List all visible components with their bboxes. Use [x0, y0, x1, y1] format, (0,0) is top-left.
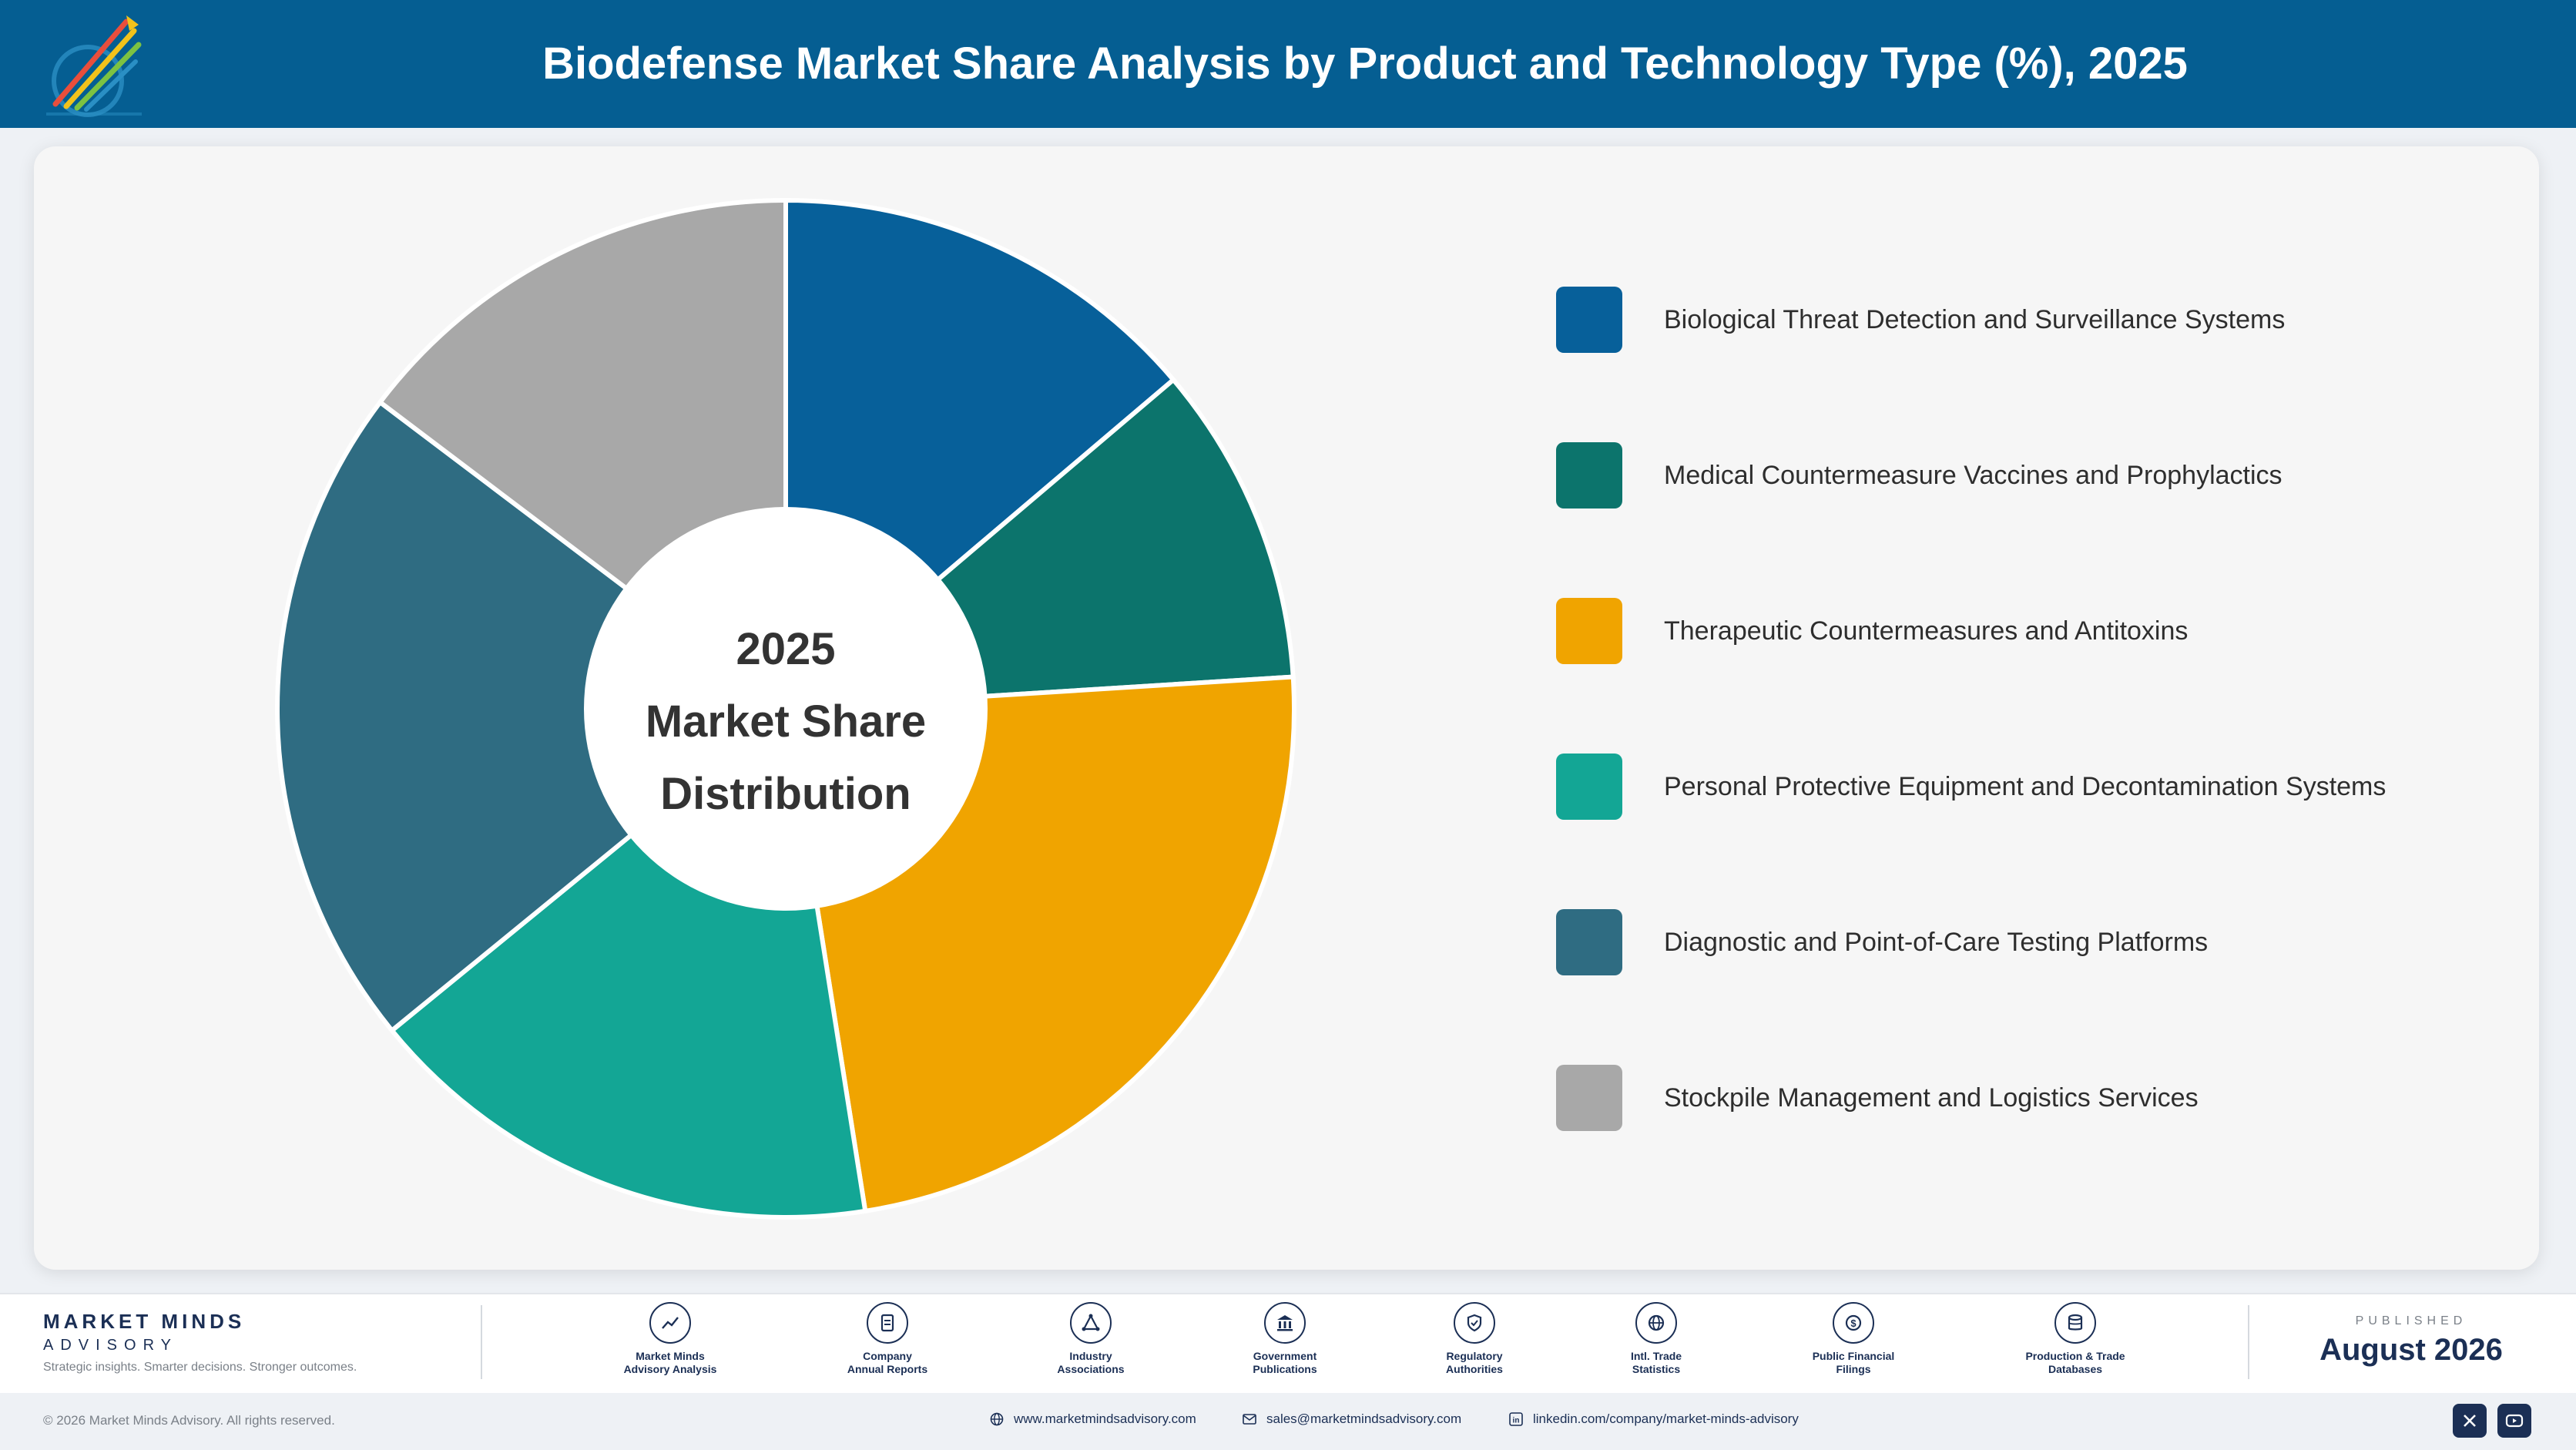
legend-label: Therapeutic Countermeasures and Antitoxi…: [1664, 616, 2189, 646]
email-link[interactable]: sales@marketmindsadvisory.com: [1242, 1411, 1461, 1427]
svg-text:$: $: [1850, 1317, 1857, 1329]
legend-item[interactable]: Medical Countermeasure Vaccines and Prop…: [1556, 442, 2480, 510]
x-social-button[interactable]: [2453, 1404, 2487, 1438]
source-label: Statistics: [1632, 1363, 1681, 1375]
published-block: PUBLISHED August 2026: [2257, 1314, 2565, 1368]
source-financial-filings[interactable]: $ Public Financial Filings: [1769, 1302, 1938, 1376]
source-annual-reports[interactable]: Company Annual Reports: [803, 1302, 972, 1376]
legend-swatch: [1556, 754, 1622, 820]
source-label: Databases: [2048, 1363, 2103, 1375]
legend-item[interactable]: Personal Protective Equipment and Decont…: [1556, 754, 2480, 821]
footer-divider: [2248, 1305, 2249, 1379]
source-government-publications[interactable]: Government Publications: [1200, 1302, 1370, 1376]
brand-tagline: Strategic insights. Smarter decisions. S…: [43, 1361, 357, 1374]
source-label: Production & Trade: [2025, 1350, 2125, 1362]
footer-contact-bar: [0, 1393, 2576, 1450]
source-label: Annual Reports: [847, 1363, 928, 1375]
header-bar: Biodefense Market Share Analysis by Prod…: [0, 0, 2576, 128]
source-label: Company: [863, 1350, 912, 1362]
source-label: Authorities: [1446, 1363, 1503, 1375]
legend-swatch: [1556, 909, 1622, 975]
legend-item[interactable]: Diagnostic and Point-of-Care Testing Pla…: [1556, 909, 2480, 977]
brand-name: MARKET MINDS: [43, 1310, 246, 1333]
website-text: www.marketmindsadvisory.com: [1014, 1411, 1196, 1426]
linkedin-link[interactable]: in linkedin.com/company/market-minds-adv…: [1508, 1411, 1799, 1427]
source-label: Government: [1253, 1350, 1317, 1362]
database-icon: [2054, 1302, 2096, 1344]
source-trade-databases[interactable]: Production & Trade Databases: [1991, 1302, 2160, 1376]
source-trade-statistics[interactable]: Intl. Trade Statistics: [1571, 1302, 1741, 1376]
legend-label: Diagnostic and Point-of-Care Testing Pla…: [1664, 928, 2209, 957]
source-label: Market Minds: [636, 1350, 705, 1362]
youtube-icon: [2505, 1414, 2524, 1428]
source-label: Industry: [1069, 1350, 1112, 1362]
source-label: Advisory Analysis: [623, 1363, 717, 1375]
x-icon: [2464, 1415, 2476, 1427]
linkedin-text: linkedin.com/company/market-minds-adviso…: [1533, 1411, 1799, 1426]
footer-brand: MARKET MINDS ADVISORY Strategic insights…: [43, 1310, 357, 1374]
source-label: Public Financial: [1812, 1350, 1895, 1362]
svg-text:in: in: [1513, 1417, 1520, 1425]
source-market-minds[interactable]: Market Minds Advisory Analysis: [585, 1302, 755, 1376]
email-text: sales@marketmindsadvisory.com: [1266, 1411, 1462, 1426]
source-label: Regulatory: [1446, 1350, 1503, 1362]
source-label: Intl. Trade: [1630, 1350, 1682, 1362]
trend-icon: [649, 1302, 691, 1344]
linkedin-icon: in: [1509, 1412, 1523, 1426]
globe-icon: [990, 1412, 1004, 1426]
copyright-text: © 2026 Market Minds Advisory. All rights…: [43, 1413, 335, 1428]
mail-icon: [1243, 1414, 1256, 1425]
source-industry-associations[interactable]: Industry Associations: [1006, 1302, 1176, 1376]
source-label: Filings: [1836, 1363, 1871, 1375]
source-label: Publications: [1253, 1363, 1317, 1375]
company-logo[interactable]: [40, 8, 148, 123]
page-title: Biodefense Market Share Analysis by Prod…: [542, 39, 2188, 89]
globe-icon: [1635, 1302, 1677, 1344]
legend-label: Personal Protective Equipment and Decont…: [1664, 772, 2386, 801]
legend-label: Stockpile Management and Logistics Servi…: [1664, 1083, 2199, 1113]
legend-swatch: [1556, 598, 1622, 664]
brand-subtitle: ADVISORY: [43, 1337, 178, 1354]
building-icon: [1264, 1302, 1306, 1344]
legend-item[interactable]: Therapeutic Countermeasures and Antitoxi…: [1556, 598, 2480, 666]
legend-item[interactable]: Stockpile Management and Logistics Servi…: [1556, 1065, 2480, 1133]
document-icon: [867, 1302, 908, 1344]
published-label: PUBLISHED: [2355, 1314, 2467, 1327]
footer-divider: [481, 1305, 482, 1379]
network-icon: [1070, 1302, 1112, 1344]
legend-swatch: [1556, 442, 1622, 509]
source-label: Associations: [1057, 1363, 1125, 1375]
website-link[interactable]: www.marketmindsadvisory.com: [989, 1411, 1196, 1427]
source-regulatory-authorities[interactable]: Regulatory Authorities: [1390, 1302, 1559, 1376]
dollar-icon: $: [1833, 1302, 1874, 1344]
youtube-social-button[interactable]: [2497, 1404, 2531, 1438]
legend-swatch: [1556, 287, 1622, 353]
legend-label: Medical Countermeasure Vaccines and Prop…: [1664, 461, 2283, 490]
published-date: August 2026: [2319, 1333, 2503, 1367]
shield-icon: [1454, 1302, 1495, 1344]
legend-swatch: [1556, 1065, 1622, 1131]
legend-label: Biological Threat Detection and Surveill…: [1664, 305, 2286, 334]
legend-item[interactable]: Biological Threat Detection and Surveill…: [1556, 287, 2480, 354]
